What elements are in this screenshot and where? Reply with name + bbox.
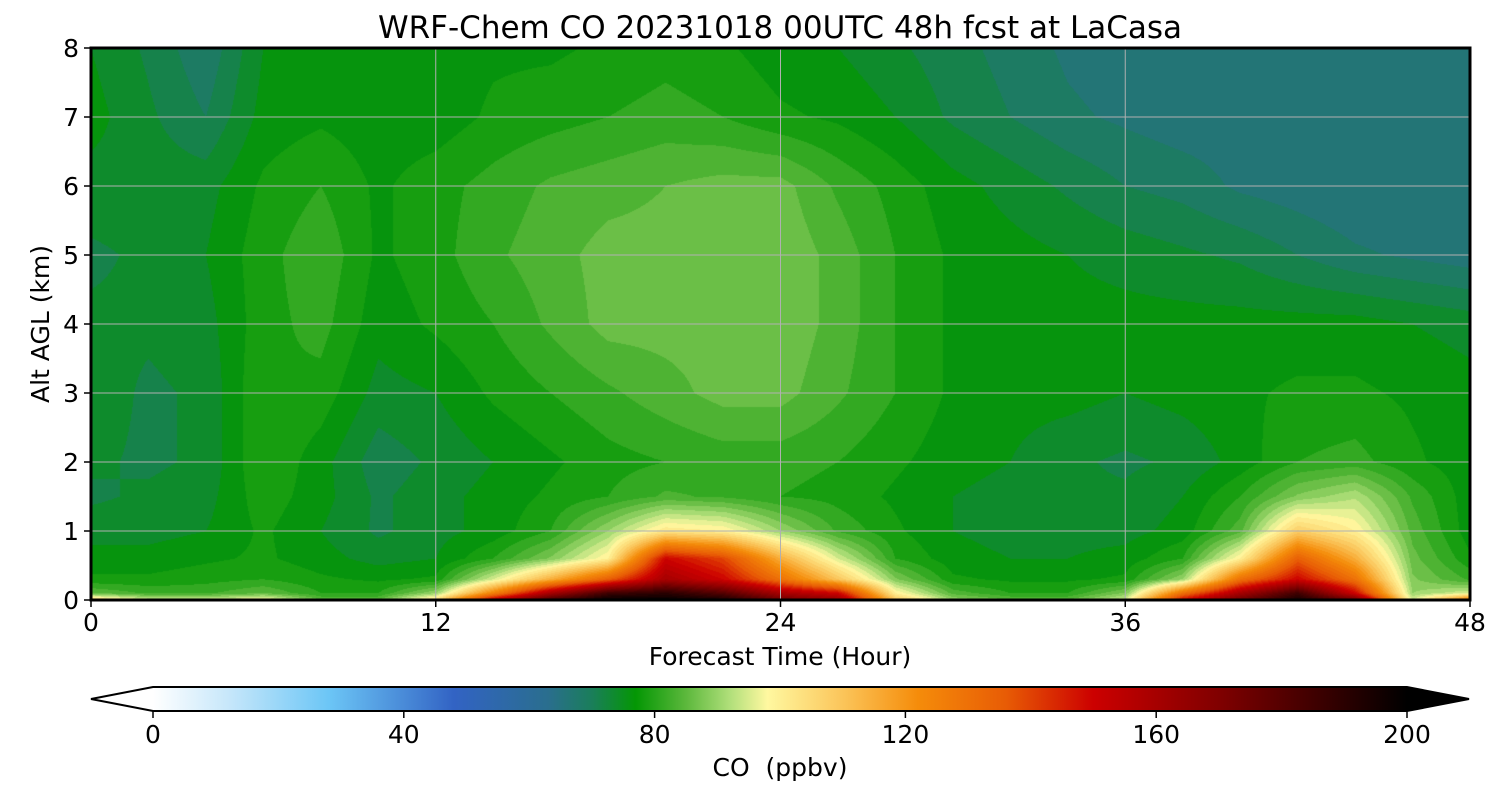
x-axis-label: Forecast Time (Hour) bbox=[649, 642, 912, 671]
y-tick-label: 7 bbox=[63, 103, 79, 132]
colorbar-gradient bbox=[153, 687, 1407, 711]
colorbar-tick-label: 200 bbox=[1383, 720, 1431, 749]
colorbar: 0 40 80 120 160 200 CO (ppbv) bbox=[90, 686, 1470, 782]
colorbar-tick-label: 160 bbox=[1132, 720, 1180, 749]
x-tick-label: 24 bbox=[765, 608, 797, 637]
colorbar-over-extend bbox=[1407, 687, 1469, 711]
colorbar-tick-label: 40 bbox=[388, 720, 420, 749]
y-tick-label: 5 bbox=[63, 241, 79, 270]
x-tick-label: 48 bbox=[1454, 608, 1486, 637]
y-tick-label: 0 bbox=[63, 586, 79, 615]
y-tick-label: 4 bbox=[63, 310, 79, 339]
x-tick-label: 36 bbox=[1109, 608, 1141, 637]
y-tick-label: 8 bbox=[63, 34, 79, 63]
y-axis-ticks: 0 1 2 3 4 5 6 7 8 bbox=[63, 34, 91, 615]
y-tick-label: 3 bbox=[63, 379, 79, 408]
chart-title: WRF-Chem CO 20231018 00UTC 48h fcst at L… bbox=[378, 10, 1182, 46]
colorbar-tick-label: 80 bbox=[639, 720, 671, 749]
colorbar-ticks: 0 40 80 120 160 200 bbox=[145, 711, 1431, 749]
plot-area bbox=[89, 46, 1472, 602]
y-axis-label: Alt AGL (km) bbox=[26, 245, 55, 403]
colorbar-tick-label: 120 bbox=[882, 720, 930, 749]
colorbar-under-extend bbox=[91, 687, 153, 711]
x-axis-ticks: 0 12 24 36 48 bbox=[83, 600, 1486, 637]
colorbar-label: CO (ppbv) bbox=[713, 753, 848, 782]
y-tick-label: 1 bbox=[63, 517, 79, 546]
grid-lines bbox=[91, 48, 1470, 600]
y-tick-label: 2 bbox=[63, 448, 79, 477]
x-tick-label: 12 bbox=[420, 608, 452, 637]
y-tick-label: 6 bbox=[63, 172, 79, 201]
colorbar-tick-label: 0 bbox=[145, 720, 161, 749]
x-tick-label: 0 bbox=[83, 608, 99, 637]
